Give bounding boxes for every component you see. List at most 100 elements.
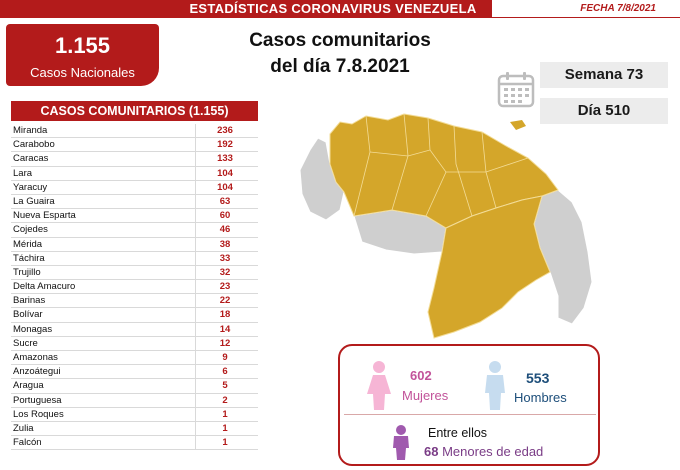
venezuela-map	[299, 113, 593, 339]
state-name: Nueva Esparta	[13, 210, 76, 222]
column-separator	[195, 138, 196, 153]
column-separator	[195, 294, 196, 309]
table-row: Anzoátegui 6	[11, 365, 258, 380]
table-row: Mérida 38	[11, 237, 258, 252]
column-separator	[195, 166, 196, 181]
child-icon	[393, 425, 409, 460]
date-box: FECHA 7/8/2021	[492, 0, 680, 18]
state-name: Trujillo	[13, 266, 41, 278]
table-row: Aragua 5	[11, 379, 258, 394]
male-icon	[485, 361, 505, 410]
case-count: 63	[219, 195, 231, 207]
case-count: 9	[222, 352, 228, 363]
table-row: Yaracuy 104	[11, 180, 258, 195]
column-separator	[195, 223, 196, 238]
headline-line-2: del día 7.8.2021	[270, 56, 410, 77]
case-count: 60	[219, 210, 231, 222]
column-separator	[195, 351, 196, 365]
state-name: Miranda	[13, 125, 48, 136]
headline-line-1: Casos comunitarios	[249, 30, 431, 51]
column-separator	[195, 365, 196, 380]
men-label: Hombres	[514, 390, 567, 405]
column-separator	[195, 322, 196, 337]
column-separator	[195, 194, 196, 209]
state-name: Sucre	[13, 337, 38, 349]
women-count: 602	[410, 368, 432, 383]
top-bar: ESTADÍSTICAS CORONAVIRUS VENEZUELA FECHA…	[0, 0, 680, 18]
case-count: 6	[222, 366, 228, 378]
minors-intro: Entre ellos	[428, 426, 488, 440]
state-name: Bolívar	[13, 309, 43, 321]
total-cases-value: 1.155	[54, 33, 111, 58]
map-region-south	[427, 195, 551, 339]
total-cases-box: 1.155 Casos Nacionales	[6, 24, 159, 86]
state-name: Los Roques	[13, 408, 64, 420]
column-separator	[195, 237, 196, 252]
case-count: 18	[219, 309, 231, 321]
state-name: Mérida	[13, 238, 43, 250]
minors-line: 68 Menores de edad	[424, 444, 543, 459]
case-count: 104	[217, 167, 233, 179]
women-label: Mujeres	[402, 388, 449, 403]
map-region-nueva-esparta	[510, 120, 526, 130]
column-separator	[195, 436, 196, 451]
state-name: Cojedes	[13, 224, 48, 236]
case-count: 133	[217, 153, 233, 165]
table-row: La Guaira 63	[11, 194, 258, 210]
case-count: 1	[222, 437, 228, 449]
column-separator	[195, 209, 196, 224]
case-count: 1	[222, 408, 228, 420]
case-count: 12	[219, 337, 231, 349]
table-row: Bolívar 18	[11, 308, 258, 323]
table-row: Lara 104	[11, 166, 258, 181]
day-counter: Día 510	[540, 98, 668, 124]
case-count: 104	[217, 181, 233, 193]
table-row: Los Roques 1	[11, 407, 258, 422]
female-icon	[367, 361, 391, 410]
table-row: Miranda 236	[11, 124, 258, 139]
table-row: Barinas 22	[11, 294, 258, 309]
stats-divider	[344, 414, 596, 415]
state-name: Yaracuy	[13, 181, 48, 193]
column-separator	[195, 251, 196, 266]
column-separator	[195, 421, 196, 436]
state-name: Monagas	[13, 323, 53, 335]
table-row: Falcón 1	[11, 436, 258, 451]
column-separator	[195, 379, 196, 394]
report-date: FECHA 7/8/2021	[580, 3, 656, 14]
case-count: 23	[219, 281, 231, 293]
case-count: 38	[219, 238, 231, 250]
state-name: Amazonas	[13, 352, 58, 363]
column-separator	[195, 336, 196, 351]
case-count: 1	[222, 422, 228, 434]
table-row: Sucre 12	[11, 336, 258, 351]
table-row: Táchira 33	[11, 251, 258, 266]
minors-count: 68	[424, 444, 439, 459]
state-name: Zulia	[13, 422, 34, 434]
case-count: 33	[219, 252, 231, 264]
case-count: 236	[217, 125, 233, 136]
gender-stats-box: 602 Mujeres 553 Hombres Entre ellos 68 M…	[338, 344, 600, 466]
men-count: 553	[526, 370, 550, 386]
table-row: Delta Amacuro 23	[11, 280, 258, 295]
headline: Casos comunitarios del día 7.8.2021	[220, 28, 460, 80]
cases-table-header: CASOS COMUNITARIOS (1.155)	[11, 101, 258, 121]
case-count: 192	[217, 139, 233, 151]
column-separator	[195, 152, 196, 167]
state-name: Anzoátegui	[13, 366, 61, 378]
cases-table: Miranda 236 Carabobo 192 Caracas 133 Lara 104 Ya…	[11, 124, 258, 451]
column-separator	[195, 265, 196, 280]
column-separator	[195, 308, 196, 323]
table-row: Carabobo 192	[11, 138, 258, 153]
state-name: Falcón	[13, 437, 42, 449]
state-name: Aragua	[13, 380, 44, 392]
total-cases-label: Casos Nacionales	[30, 65, 135, 80]
state-name: Carabobo	[13, 139, 55, 151]
case-count: 5	[222, 380, 228, 392]
week-counter: Semana 73	[540, 62, 668, 88]
state-name: Barinas	[13, 295, 46, 307]
case-count: 32	[219, 266, 231, 278]
table-row: Amazonas 9	[11, 351, 258, 366]
column-separator	[195, 280, 196, 295]
report-title: ESTADÍSTICAS CORONAVIRUS VENEZUELA	[189, 1, 477, 16]
